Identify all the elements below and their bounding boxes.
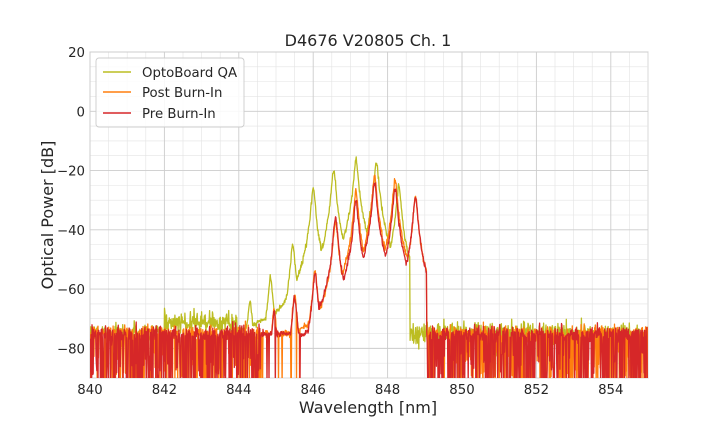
x-tick-label: 848 bbox=[375, 383, 400, 398]
x-tick-label: 854 bbox=[598, 383, 623, 398]
y-tick-label: −40 bbox=[57, 224, 85, 239]
y-tick-label: 0 bbox=[77, 105, 85, 120]
x-tick-label: 850 bbox=[449, 383, 474, 398]
series-layer bbox=[90, 156, 648, 378]
y-tick-label: −20 bbox=[57, 165, 85, 180]
series-pre-burn-in bbox=[90, 182, 648, 378]
y-tick-label: −80 bbox=[57, 342, 85, 357]
y-tick-label: 20 bbox=[68, 46, 85, 61]
chart-title: D4676 V20805 Ch. 1 bbox=[285, 31, 452, 50]
legend: OptoBoard QA Post Burn-In Pre Burn-In bbox=[95, 57, 245, 128]
legend-label-optoboard-qa: OptoBoard QA bbox=[142, 66, 237, 81]
x-tick-label: 844 bbox=[226, 383, 251, 398]
x-tick-label: 840 bbox=[77, 383, 102, 398]
x-tick-label: 842 bbox=[152, 383, 177, 398]
x-tick-label: 846 bbox=[301, 383, 326, 398]
legend-frame bbox=[95, 57, 245, 128]
legend-label-pre-burn-in: Pre Burn-In bbox=[142, 107, 216, 122]
x-tick-label: 852 bbox=[524, 383, 549, 398]
x-tick-labels: 840 842 844 846 848 850 852 854 bbox=[77, 383, 623, 398]
y-tick-label: −60 bbox=[57, 283, 85, 298]
y-axis-label: Optical Power [dB] bbox=[38, 141, 57, 290]
x-axis-label: Wavelength [nm] bbox=[299, 398, 437, 417]
legend-label-post-burn-in: Post Burn-In bbox=[142, 86, 222, 101]
y-tick-labels: 20 0 −20 −40 −60 −80 bbox=[57, 46, 85, 357]
